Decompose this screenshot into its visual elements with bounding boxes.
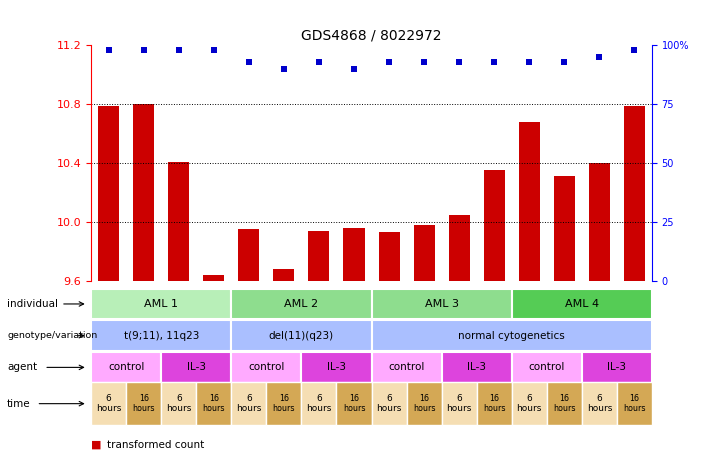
Text: 16
hours: 16 hours [132,394,155,413]
Text: 16
hours: 16 hours [413,394,435,413]
Text: IL-3: IL-3 [467,362,486,372]
Bar [343,228,365,281]
Text: 6
hours: 6 hours [447,394,472,413]
Text: 6
hours: 6 hours [517,394,542,413]
Bar [379,232,400,281]
Text: control: control [108,362,144,372]
Text: del(11)(q23): del(11)(q23) [269,331,334,341]
Bar [519,122,540,281]
Bar [273,269,294,281]
Text: 16
hours: 16 hours [623,394,646,413]
Text: control: control [248,362,285,372]
Text: 6
hours: 6 hours [96,394,121,413]
Bar [133,104,154,281]
Bar [168,162,189,281]
Text: IL-3: IL-3 [327,362,346,372]
Bar [624,106,645,281]
Title: GDS4868 / 8022972: GDS4868 / 8022972 [301,29,442,43]
Text: 6
hours: 6 hours [236,394,261,413]
Text: AML 2: AML 2 [285,299,318,309]
Text: 6
hours: 6 hours [587,394,612,413]
Text: AML 3: AML 3 [425,299,458,309]
Text: normal cytogenetics: normal cytogenetics [458,331,565,341]
Text: time: time [7,399,31,409]
Text: control: control [388,362,425,372]
Bar [589,163,610,281]
Text: 6
hours: 6 hours [376,394,402,413]
Bar [308,231,329,281]
Text: ■: ■ [91,440,102,450]
Text: 6
hours: 6 hours [166,394,191,413]
Bar [554,176,575,281]
Bar [238,229,259,281]
Text: AML 4: AML 4 [565,299,599,309]
Text: 6
hours: 6 hours [306,394,332,413]
Text: agent: agent [7,362,37,372]
Text: transformed count: transformed count [107,440,204,450]
Text: 16
hours: 16 hours [553,394,576,413]
Bar [203,275,224,281]
Bar [414,225,435,281]
Text: genotype/variation: genotype/variation [7,331,97,340]
Text: individual: individual [7,299,58,309]
Text: IL-3: IL-3 [607,362,627,372]
Text: t(9;11), 11q23: t(9;11), 11q23 [123,331,199,341]
Text: 16
hours: 16 hours [483,394,505,413]
Text: 16
hours: 16 hours [343,394,365,413]
Bar [449,215,470,281]
Text: 16
hours: 16 hours [203,394,225,413]
Text: IL-3: IL-3 [186,362,206,372]
Bar [98,106,119,281]
Text: AML 1: AML 1 [144,299,178,309]
Text: control: control [529,362,565,372]
Bar [484,170,505,281]
Text: 16
hours: 16 hours [273,394,295,413]
